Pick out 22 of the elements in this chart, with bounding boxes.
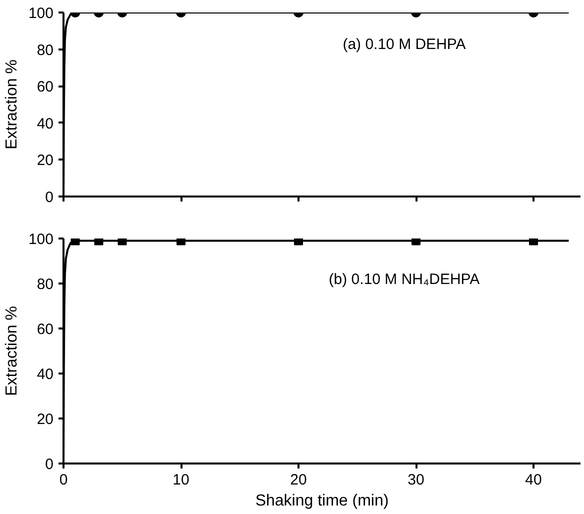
annotation: (b) 0.10 M NH₄DEHPA	[328, 271, 480, 288]
x-tick-label: 20	[290, 472, 307, 488]
x-tick-label: 40	[525, 472, 542, 488]
y-tick-label: 100	[28, 231, 54, 248]
y-tick-label: 100	[28, 5, 54, 22]
y-tick-label: 80	[36, 276, 54, 293]
x-tick-label: 30	[408, 472, 424, 488]
y-axis-title: Extraction %	[3, 60, 20, 150]
x-tick-label: 0	[59, 472, 68, 488]
x-axis-title: Shaking time (min)	[255, 492, 389, 510]
y-tick-label: 40	[36, 366, 54, 383]
y-tick-label: 80	[36, 42, 54, 59]
y-tick-label: 60	[36, 321, 54, 338]
y-axis-title: Extraction %	[3, 306, 20, 396]
y-tick-label: 40	[36, 115, 54, 132]
y-tick-label: 20	[36, 152, 54, 170]
annotation: (a) 0.10 M DEHPA	[342, 36, 466, 53]
y-tick-label: 0	[45, 456, 54, 473]
x-tick-label: 10	[172, 472, 190, 488]
y-tick-label: 20	[36, 411, 54, 428]
y-tick-label: 60	[36, 78, 54, 96]
y-tick-label: 0	[45, 189, 54, 206]
